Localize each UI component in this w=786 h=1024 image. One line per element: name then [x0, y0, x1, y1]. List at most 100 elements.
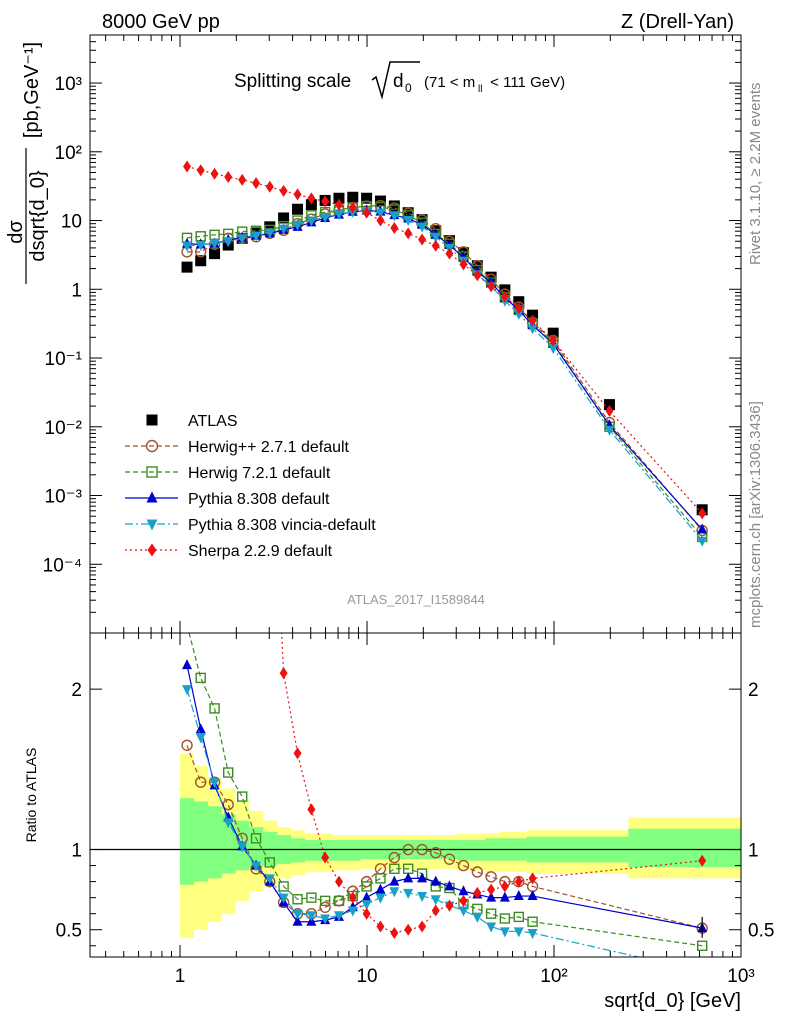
y-tick-label: 10³ — [55, 74, 82, 95]
band-inner-bin — [457, 839, 472, 861]
ratio-point-2-18 — [430, 875, 441, 886]
band-inner-bin — [193, 801, 208, 882]
ratio-point-4-6 — [266, 394, 274, 406]
mcplots-label: mcplots.cern.ch [arXiv:1306.3436] — [747, 401, 764, 628]
ratio-point-3-2 — [209, 778, 220, 789]
y-tick-label: 10⁻³ — [45, 487, 83, 508]
data-point-5-25 — [528, 314, 537, 327]
data-point-5-11 — [334, 198, 343, 211]
y-tick-label: 10⁻⁴ — [43, 555, 82, 576]
data-point-5-3 — [224, 170, 233, 183]
title-sym: d — [393, 71, 404, 92]
ratio-point-4-9 — [307, 803, 316, 816]
data-point-4-25 — [527, 324, 538, 335]
ratio-series-layer — [181, 154, 708, 957]
ratio-point-3-0 — [182, 685, 193, 696]
data-point-5-13 — [362, 206, 371, 219]
data-point-5-27 — [605, 404, 614, 417]
data-point-5-5 — [252, 177, 261, 190]
data-point-4-0 — [182, 241, 193, 252]
x-tick-label: 1 — [175, 966, 186, 987]
ratio-point-2-14 — [375, 883, 386, 894]
data-point-5-28 — [698, 507, 707, 520]
ratio-point-0-19 — [443, 853, 456, 865]
data-point-5-8 — [293, 188, 302, 201]
ratio-point-1-4 — [236, 791, 248, 802]
ylabel-denominator: dsqrt{d_0} — [27, 170, 49, 262]
band-inner-bin — [248, 827, 264, 868]
legend-marker-4 — [146, 519, 158, 531]
data-point-4-17 — [417, 222, 428, 233]
ratio-point-4-16 — [404, 923, 413, 936]
data-point-0-9 — [305, 199, 317, 211]
ratio-point-3-23 — [499, 927, 510, 938]
data-point-5-15 — [390, 221, 399, 234]
legend-label-1: Herwig++ 2.7.1 default — [188, 439, 350, 456]
title-cut-sub: ll — [478, 84, 482, 95]
ratio-point-4-5 — [252, 154, 260, 166]
data-point-0-12 — [347, 191, 359, 203]
data-point-4-2 — [209, 239, 220, 250]
data-point-5-12 — [348, 201, 357, 214]
band-inner-bin — [332, 839, 347, 861]
ratio-point-2-17 — [417, 872, 428, 883]
legend-label-5: Sherpa 2.2.9 default — [188, 543, 333, 560]
data-point-4-8 — [292, 220, 303, 231]
band-inner-bin — [628, 828, 741, 868]
ratio-point-4-14 — [376, 920, 385, 933]
data-point-5-4 — [238, 173, 247, 186]
ratio-point-2-16 — [403, 872, 414, 883]
data-point-0-0 — [181, 261, 193, 273]
x-tick-label: 10² — [540, 966, 567, 987]
ratio-point-0-16 — [402, 843, 414, 856]
ratio-point-3-14 — [375, 893, 386, 904]
data-point-4-16 — [403, 215, 414, 226]
data-point-5-14 — [376, 214, 385, 227]
ratio-point-3-6 — [264, 874, 275, 885]
legend-marker-2 — [146, 466, 158, 478]
data-point-0-6 — [264, 221, 276, 233]
data-point-5-17 — [418, 233, 427, 246]
ratio-y-tick-label-right: 1 — [748, 841, 759, 862]
ratio-point-1-3 — [223, 767, 234, 778]
data-point-4-5 — [251, 231, 262, 242]
ratio-point-3-4 — [237, 842, 248, 853]
data-point-5-18 — [431, 239, 440, 252]
header-right: Z (Drell-Yan) — [621, 11, 734, 33]
ratio-point-1-14 — [375, 873, 386, 884]
data-point-3-28 — [697, 523, 708, 534]
ratio-point-2-13 — [361, 891, 372, 902]
sqrt-sign — [371, 61, 420, 100]
ratio-point-3-21 — [472, 912, 483, 923]
ratio-line-1 — [188, 633, 703, 947]
ratio-point-0-18 — [430, 847, 442, 859]
ratio-point-3-1 — [195, 733, 206, 744]
ratio-y-tick-label: 2 — [71, 680, 82, 701]
y-tick-label: 10² — [55, 143, 82, 164]
ratio-point-0-21 — [471, 866, 484, 878]
ratio-axes: 0.5 0.5 1 1 2 2 1 10 10² 10³ — [56, 633, 774, 987]
data-point-4-14 — [375, 208, 386, 219]
ratio-point-4-15 — [390, 926, 399, 939]
data-point-4-11 — [333, 210, 344, 221]
data-point-4-6 — [264, 228, 275, 239]
ratio-point-1-22 — [485, 908, 497, 919]
ratio-point-2-0 — [182, 659, 193, 670]
ratio-point-4-20 — [459, 894, 468, 907]
data-point-0-15 — [388, 200, 400, 212]
ratio-point-1-6 — [264, 857, 275, 868]
ratio-point-2-20 — [458, 885, 469, 896]
ratio-uncertainty-bands — [90, 753, 741, 938]
ratio-point-1-0 — [183, 620, 192, 629]
series-line-2 — [186, 205, 703, 538]
ratio-point-4-8 — [293, 747, 302, 760]
data-point-5-24 — [514, 302, 523, 315]
ratio-point-3-12 — [347, 906, 358, 917]
ratio-point-0-1 — [195, 776, 207, 788]
analysis-label: ATLAS_2017_I1589844 — [347, 592, 485, 607]
ratio-y-tick-label-right: 0.5 — [748, 921, 774, 942]
title-sym-sub: 0 — [405, 81, 412, 95]
ratio-point-0-17 — [416, 843, 428, 856]
data-point-5-9 — [307, 192, 316, 205]
data-point-4-18 — [430, 232, 441, 243]
